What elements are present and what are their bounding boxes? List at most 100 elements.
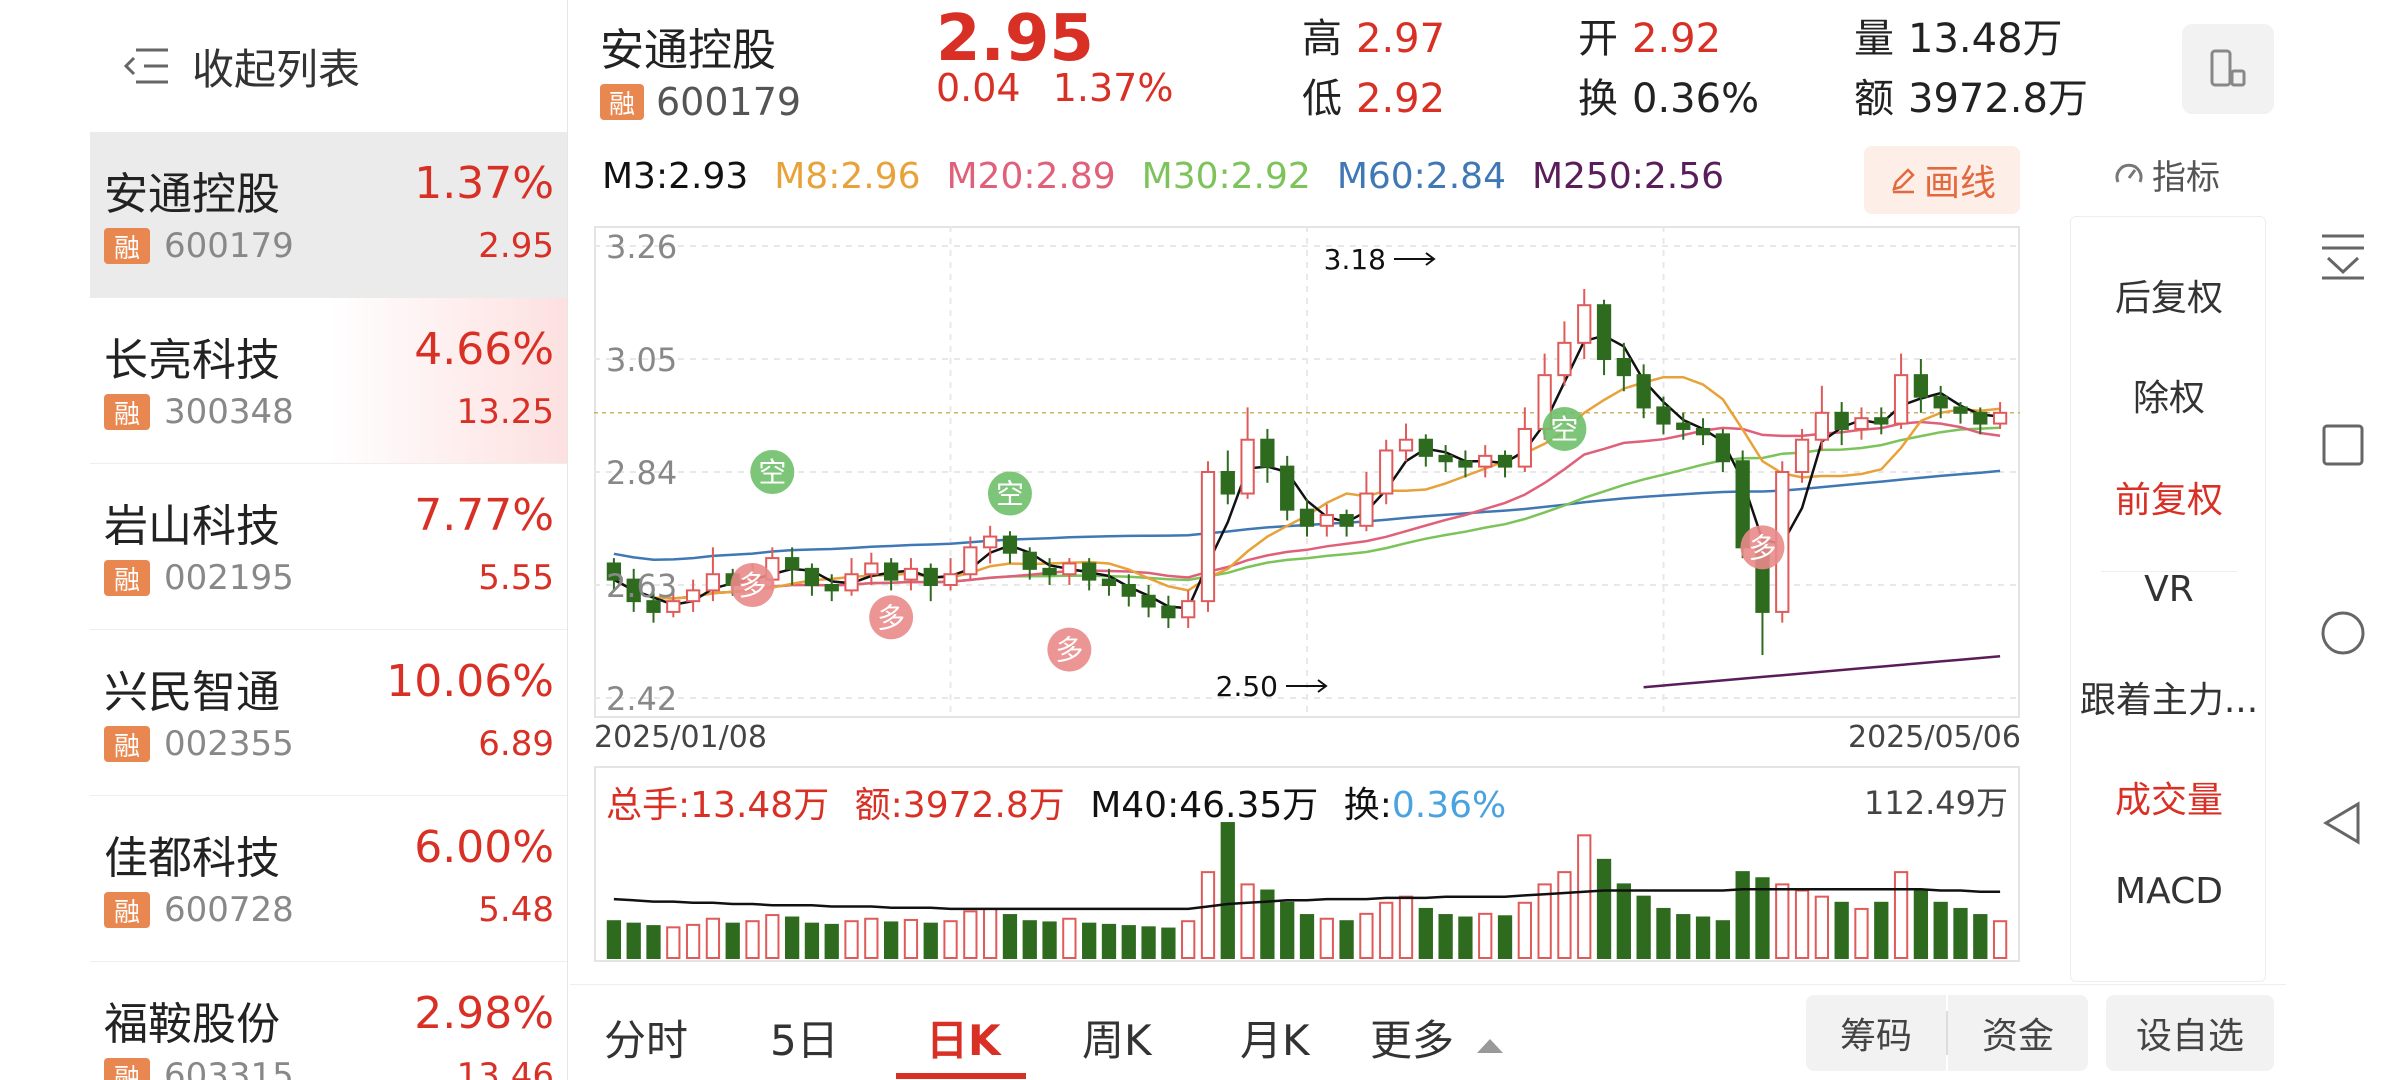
candle-body bbox=[1379, 449, 1394, 495]
back-icon[interactable] bbox=[2316, 796, 2370, 850]
candle-body bbox=[1913, 374, 1929, 398]
high-value: 2.97 bbox=[1356, 16, 1446, 62]
candle-body bbox=[685, 589, 701, 603]
trade-signal: 空 bbox=[750, 450, 795, 494]
candle-body bbox=[1398, 438, 1414, 452]
stock-list-item[interactable]: 兴民智通 10.06% 融 002355 6.89 bbox=[90, 630, 567, 796]
add-favorite-button[interactable]: 设自选 bbox=[2106, 995, 2274, 1071]
option-ex-rights[interactable]: 除权 bbox=[2132, 378, 2205, 419]
draw-line-button[interactable]: 画线 bbox=[1864, 146, 2020, 214]
volume-bar bbox=[1438, 914, 1453, 959]
volume-bar bbox=[804, 922, 820, 960]
candle-body bbox=[626, 578, 641, 603]
volume-bar bbox=[943, 920, 958, 960]
option-macd[interactable]: MACD bbox=[2115, 871, 2223, 912]
stock-change-pct: 10.06% bbox=[386, 656, 554, 707]
volume-m40-polyline bbox=[613, 888, 2001, 911]
stock-price: 6.89 bbox=[478, 724, 554, 764]
turnover-rate: 换 0.36% bbox=[1578, 66, 1759, 124]
stock-list-item[interactable]: 福鞍股份 2.98% 融 603315 13.46 bbox=[90, 962, 567, 1080]
volume-bar bbox=[1062, 917, 1077, 960]
candle-body bbox=[1002, 535, 1018, 554]
candle-body bbox=[1220, 471, 1235, 495]
option-pre-adjust[interactable]: 前复权 bbox=[2114, 480, 2223, 521]
signal-label: 多 bbox=[1748, 531, 1776, 564]
volume-bar bbox=[1478, 912, 1493, 959]
signal-label: 空 bbox=[996, 478, 1024, 511]
option-post-adjust[interactable]: 后复权 bbox=[2114, 278, 2223, 319]
y-axis-ticks: 3.26 3.05 2.84 2.63 2.42 bbox=[606, 228, 677, 718]
tab-more-label: 更多 bbox=[1370, 1016, 1455, 1065]
high-label: 高 bbox=[1302, 16, 1342, 62]
indicator-button[interactable]: 指标 bbox=[2112, 150, 2220, 199]
gauge-icon bbox=[2115, 163, 2143, 183]
candle-body bbox=[1458, 460, 1473, 468]
tab-more[interactable]: 更多 bbox=[1370, 1007, 1505, 1068]
indicator-label: 指标 bbox=[2152, 158, 2220, 198]
volume-bar bbox=[1339, 920, 1354, 960]
volume-bar bbox=[1280, 901, 1295, 959]
trade-signal: 多 bbox=[1740, 525, 1785, 570]
tab-monthly-k[interactable]: 月K bbox=[1240, 1016, 1310, 1065]
tab-5day[interactable]: 5日 bbox=[770, 1016, 839, 1065]
turnover-value: 0.36% bbox=[1632, 76, 1760, 122]
high-price: 高 2.97 bbox=[1302, 6, 1445, 64]
change-percent: 1.37% bbox=[1052, 66, 1174, 110]
volume-bar bbox=[646, 925, 661, 960]
collapse-list-button[interactable]: 收起列表 bbox=[90, 0, 567, 132]
funds-button[interactable]: 资金 bbox=[1948, 995, 2088, 1071]
recent-apps-icon[interactable] bbox=[2316, 418, 2370, 472]
volume-bar bbox=[1240, 883, 1255, 959]
amount-label: 额 bbox=[1854, 76, 1894, 122]
signal-badge bbox=[1740, 525, 1785, 570]
volume-bar bbox=[1101, 923, 1117, 960]
volume-bar bbox=[1874, 901, 1889, 959]
candle-body bbox=[1339, 514, 1354, 527]
margin-badge: 融 bbox=[104, 228, 150, 264]
stock-name: 安通控股 bbox=[104, 169, 280, 220]
candle-body bbox=[1517, 427, 1532, 468]
tab-daily-k[interactable]: 日K bbox=[926, 1016, 1001, 1065]
stock-list-item[interactable]: 佳都科技 6.00% 融 600728 5.48 bbox=[90, 796, 567, 962]
candle-body bbox=[1596, 304, 1612, 360]
signal-label: 空 bbox=[1550, 413, 1578, 446]
candle-body bbox=[1656, 406, 1671, 425]
tab-intraday[interactable]: 分时 bbox=[604, 1016, 689, 1065]
candle-body bbox=[804, 567, 820, 587]
candle-body bbox=[666, 600, 681, 613]
collapse-list-label: 收起列表 bbox=[192, 44, 361, 94]
signal-badge bbox=[730, 563, 775, 607]
trade-volume: 量 13.48万 bbox=[1854, 6, 2063, 64]
trade-signal: 空 bbox=[1542, 406, 1587, 451]
stock-list-item[interactable]: 岩山科技 7.77% 融 002195 5.55 bbox=[90, 464, 567, 630]
margin-badge: 融 bbox=[600, 84, 644, 120]
volume-chart[interactable] bbox=[594, 766, 2020, 962]
volume-bar bbox=[1973, 914, 1988, 959]
option-volume[interactable]: 成交量 bbox=[2114, 780, 2223, 821]
trade-signal: 多 bbox=[730, 563, 775, 607]
volume-bar bbox=[1834, 901, 1849, 959]
volume-bar bbox=[983, 907, 998, 959]
option-vr[interactable]: VR bbox=[2144, 569, 2194, 610]
landscape-toggle-button[interactable] bbox=[2182, 24, 2274, 114]
option-follow-main-force[interactable]: 跟着主力... bbox=[2079, 680, 2259, 721]
stock-list-item[interactable]: 长亮科技 4.66% 融 300348 13.25 bbox=[90, 298, 567, 464]
candle-body bbox=[1438, 454, 1453, 463]
candle-body bbox=[606, 562, 622, 581]
home-icon[interactable] bbox=[2316, 606, 2370, 660]
tab-weekly-k[interactable]: 周K bbox=[1082, 1016, 1152, 1065]
volume-bar bbox=[1715, 920, 1730, 960]
high-marker: 3.18 bbox=[1324, 243, 1436, 276]
volume-bar bbox=[745, 920, 760, 960]
stock-list-item[interactable]: 安通控股 1.37% 融 600179 2.95 bbox=[90, 132, 567, 298]
volume-bar bbox=[884, 921, 899, 960]
candle-body bbox=[1636, 374, 1651, 409]
pull-down-icon[interactable] bbox=[2316, 228, 2370, 282]
candle-body bbox=[963, 546, 978, 576]
chips-button[interactable]: 筹码 bbox=[1806, 995, 1946, 1071]
stock-change-pct: 6.00% bbox=[414, 822, 554, 873]
volume-bar bbox=[1359, 912, 1374, 959]
y-tick-label: 2.63 bbox=[606, 567, 677, 605]
candle-body bbox=[1022, 551, 1037, 570]
